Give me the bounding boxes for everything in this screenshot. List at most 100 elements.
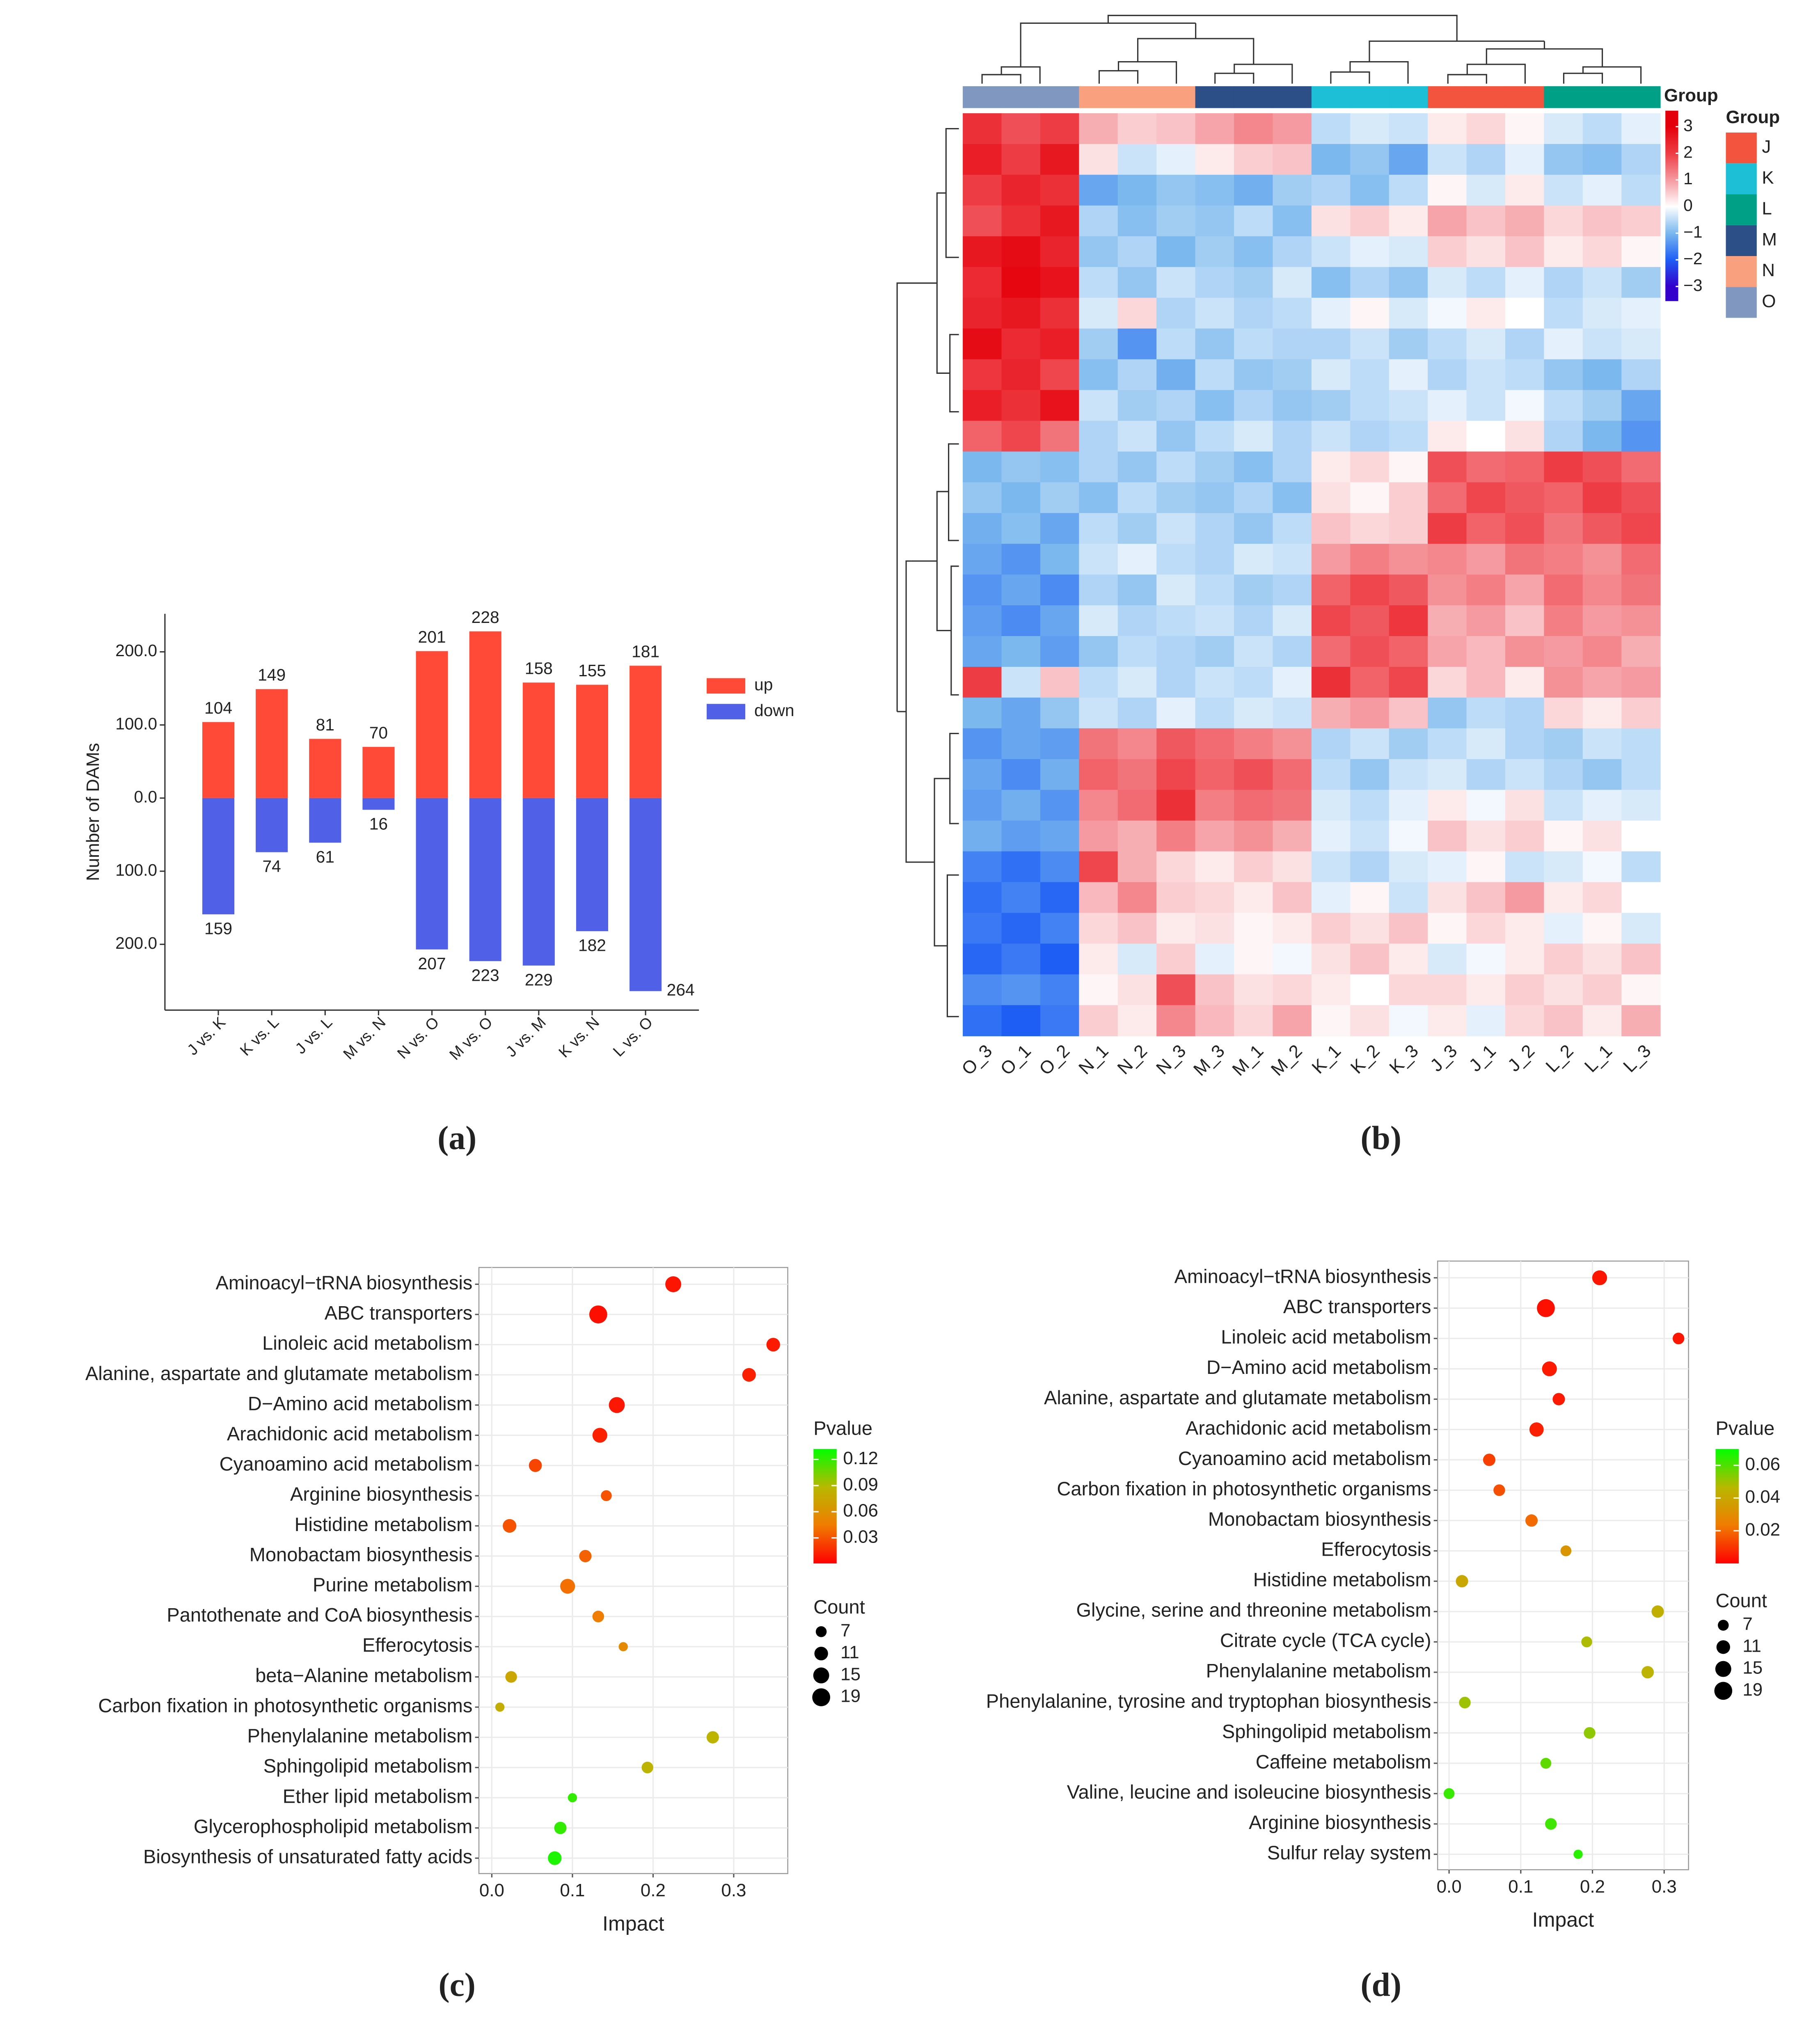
bar — [630, 798, 662, 991]
heat-cell — [1389, 636, 1429, 667]
heat-cell — [1466, 174, 1506, 206]
point — [592, 1611, 604, 1623]
heat-cell — [1621, 359, 1661, 391]
heat-cell — [1428, 298, 1467, 329]
heat-cell — [1428, 236, 1467, 268]
heat-cell — [1621, 575, 1661, 606]
heat-cell — [1117, 728, 1157, 760]
heat-cell — [1311, 790, 1351, 821]
heat-cell — [1505, 174, 1545, 206]
value-label: 264 — [667, 980, 695, 999]
heat-cell — [1195, 236, 1234, 268]
heat-cell — [1234, 298, 1273, 329]
heat-cell — [1079, 544, 1118, 575]
colorbar-tick-label: 0.03 — [843, 1527, 878, 1547]
column-label: K_2 — [1347, 1041, 1384, 1078]
x-tick-label: 0.0 — [1437, 1877, 1462, 1897]
y-tick-label: Monobactam biosynthesis — [1208, 1508, 1431, 1530]
heat-cell — [1582, 451, 1622, 483]
heat-cell — [1117, 174, 1157, 206]
heat-cell — [1505, 421, 1545, 452]
heat-cell — [1156, 820, 1196, 852]
y-tick-label: Phenylalanine, tyrosine and tryptophan b… — [986, 1690, 1431, 1712]
heat-cell — [1621, 451, 1661, 483]
heat-cell — [1505, 1005, 1545, 1037]
heat-cell — [1621, 174, 1661, 206]
legend-swatch — [707, 678, 746, 694]
heat-cell — [963, 666, 1002, 698]
colorbar-tick-label: 1 — [1683, 169, 1693, 188]
heat-cell — [963, 421, 1002, 452]
heat-cell — [1079, 113, 1118, 144]
value-label: 181 — [632, 642, 659, 661]
heat-cell — [1505, 390, 1545, 421]
heat-cell — [1234, 451, 1273, 483]
legend-label: N — [1762, 260, 1775, 280]
group-bar — [1505, 86, 1545, 108]
row-dendrogram — [896, 128, 959, 1017]
heat-cell — [1428, 328, 1467, 360]
heat-cell — [1505, 236, 1545, 268]
heat-cell — [1505, 267, 1545, 298]
heat-cell — [1273, 144, 1312, 175]
heat-cell — [963, 451, 1002, 483]
heat-cell — [1040, 451, 1080, 483]
heat-cell — [1311, 113, 1351, 144]
heat-cell — [1040, 421, 1080, 452]
heat-cell — [1156, 451, 1196, 483]
y-tick-label: Purine metabolism — [313, 1574, 472, 1595]
point — [579, 1550, 592, 1563]
heat-cell — [1350, 544, 1390, 575]
point — [1459, 1696, 1471, 1709]
heat-cell — [1311, 759, 1351, 790]
heat-cell — [963, 851, 1002, 883]
heat-cell — [1195, 359, 1234, 391]
heat-cell — [1195, 513, 1234, 545]
colorbar-tick-label: −3 — [1683, 276, 1702, 295]
heat-cell — [1505, 666, 1545, 698]
heat-cell — [1001, 144, 1041, 175]
heat-cell — [1582, 205, 1622, 237]
column-label: M_1 — [1228, 1041, 1267, 1080]
heat-cell — [963, 482, 1002, 514]
point — [665, 1276, 682, 1292]
point — [1584, 1727, 1596, 1739]
group-bar — [1040, 86, 1080, 108]
heat-cell — [963, 882, 1002, 913]
y-tick-label: Efferocytosis — [362, 1634, 472, 1656]
heat-cell — [1311, 974, 1351, 1006]
group-bar — [963, 86, 1002, 108]
size-legend-point — [813, 1667, 829, 1684]
y-tick-label: 200.0 — [115, 641, 157, 660]
group-bar — [1428, 86, 1467, 108]
heat-cell — [1389, 174, 1429, 206]
heat-cell — [963, 790, 1002, 821]
point — [618, 1642, 628, 1652]
y-tick-label: Aminoacyl−tRNA biosynthesis — [215, 1272, 472, 1293]
heat-cell — [1544, 1005, 1583, 1037]
heat-cell — [1466, 513, 1506, 545]
heat-cell — [1234, 575, 1273, 606]
heat-cell — [1389, 359, 1429, 391]
heat-cell — [1350, 882, 1390, 913]
heat-cell — [1117, 790, 1157, 821]
value-label: 159 — [204, 919, 232, 938]
heat-cell — [1195, 851, 1234, 883]
heat-cell — [1544, 174, 1583, 206]
heat-cell — [1311, 390, 1351, 421]
heat-cell — [1234, 236, 1273, 268]
x-tick-label: M vs. N — [340, 1014, 389, 1063]
legend-swatch — [1726, 132, 1757, 164]
column-label: O_2 — [1035, 1041, 1074, 1079]
heat-cell — [1582, 851, 1622, 883]
heat-cell — [1311, 421, 1351, 452]
heat-cell — [1195, 974, 1234, 1006]
heat-cell — [1079, 882, 1118, 913]
heat-cell — [1428, 513, 1467, 545]
heat-cell — [963, 820, 1002, 852]
y-tick-label: Glycine, serine and threonine metabolism — [1076, 1599, 1431, 1621]
legend-label: M — [1762, 229, 1777, 249]
heat-cell — [1350, 267, 1390, 298]
heat-cell — [963, 974, 1002, 1006]
point — [766, 1338, 780, 1352]
